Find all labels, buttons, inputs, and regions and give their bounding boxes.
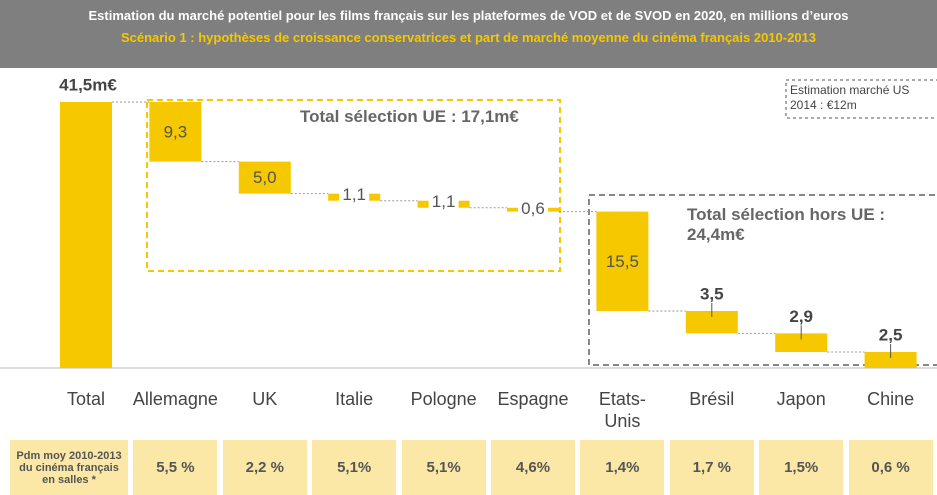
bar (775, 333, 828, 352)
value-label: 5,0 (253, 168, 277, 187)
chart-title: Estimation du marché potentiel pour les … (88, 8, 849, 23)
table-cell: 1,5% (759, 440, 844, 495)
bar (238, 161, 291, 194)
value-label: 9,3 (164, 122, 188, 141)
eu-total: Total sélection UE : 17,1m€ (300, 107, 519, 126)
table-cell: 0,6 % (848, 440, 933, 495)
value-label: 0,6 (521, 199, 545, 218)
table-row-label: Pdm moy 2010-2013 du cinéma français en … (10, 440, 128, 495)
value-label: 3,5 (700, 284, 724, 303)
bar (685, 310, 738, 334)
x-tick-label: Chine (867, 389, 914, 409)
table-cell: 5,1% (312, 440, 397, 495)
value-label: 2,9 (789, 307, 813, 326)
chart-subtitle: Scénario 1 : hypothèses de croissance co… (120, 30, 817, 45)
eu-box (146, 99, 561, 272)
table-cell: 1,7 % (669, 440, 754, 495)
bar (864, 351, 917, 368)
x-tick-label: Pologne (411, 389, 477, 409)
label-bg (339, 183, 370, 204)
header-band (0, 0, 937, 68)
value-label: 2,5 (879, 325, 903, 344)
table-cell: 5,1% (401, 440, 486, 495)
bar (149, 102, 202, 162)
us-note: Estimation marché US 2014 : €12m (790, 83, 910, 112)
x-tick-label: Total (67, 389, 105, 409)
value-label: 1,1 (342, 185, 366, 204)
value-label: 1,1 (432, 192, 456, 211)
label-bg (428, 190, 459, 211)
value-label: 15,5 (606, 252, 639, 271)
x-tick-label: UK (252, 389, 277, 409)
x-tick-label: Allemagne (133, 389, 218, 409)
table-cell: 4,6% (491, 440, 575, 495)
bar (60, 102, 112, 368)
x-tick-label: Italie (335, 389, 373, 409)
label-bg (518, 197, 548, 218)
table-cell: 2,2 % (222, 440, 307, 495)
table-cell: 5,5 % (133, 440, 218, 495)
x-tick-label: Brésil (689, 389, 734, 409)
bar (596, 211, 649, 311)
us-box (785, 79, 937, 119)
non-eu-total: Total sélection hors UE : 24,4m€ (687, 205, 886, 244)
non-eu-box (588, 194, 937, 366)
value-label: 41,5m€ (59, 75, 117, 94)
x-tick-label: Espagne (497, 389, 568, 409)
x-tick-label: Etats-Unis (599, 389, 646, 431)
table-cell: 1,4% (580, 440, 665, 495)
x-tick-label: Japon (777, 389, 826, 409)
